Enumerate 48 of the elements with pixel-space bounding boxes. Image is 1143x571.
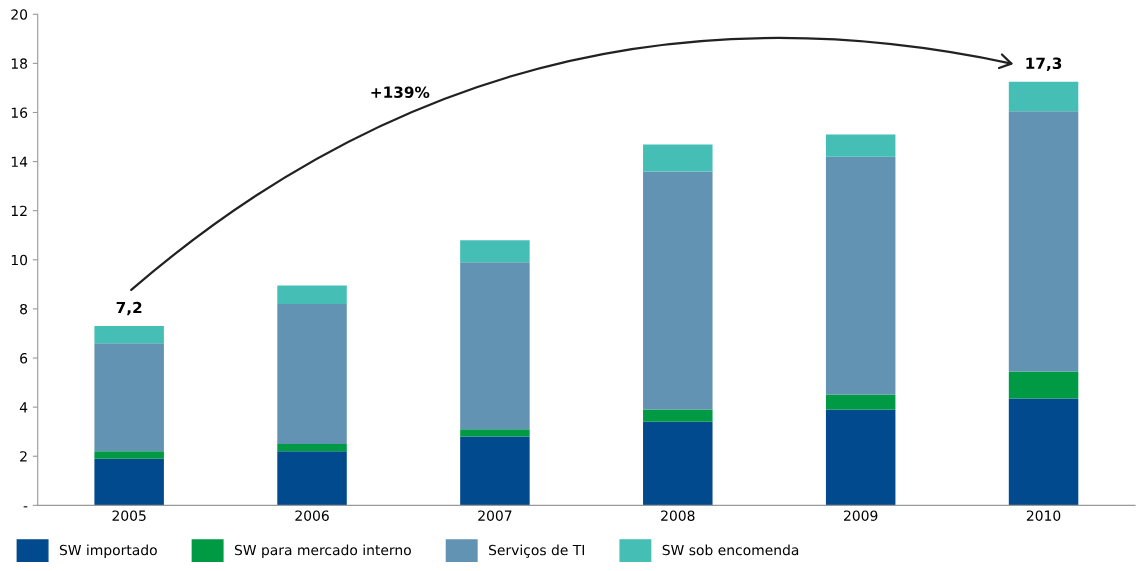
bar xyxy=(460,240,530,263)
x-tick-label: 2009 xyxy=(844,510,878,521)
x-tick-label: 2006 xyxy=(295,510,329,521)
legend-label: SW importado xyxy=(59,544,157,558)
y-tick-label: 4 xyxy=(19,402,28,413)
bar xyxy=(277,285,347,304)
bar xyxy=(643,421,713,506)
bar xyxy=(94,451,164,459)
y-tick-label: 10 xyxy=(11,254,28,266)
bar xyxy=(94,326,164,344)
bar xyxy=(460,429,530,437)
bar xyxy=(277,443,347,452)
y-tick-label: 20 xyxy=(11,9,28,20)
y-tick-label: 8 xyxy=(20,303,28,315)
x-tick-label: 2010 xyxy=(1026,510,1061,521)
bar xyxy=(825,409,896,506)
bar xyxy=(1008,371,1079,399)
annotation: 7,2 xyxy=(116,301,142,316)
bar xyxy=(460,262,530,430)
bar xyxy=(277,451,347,506)
legend-label: SW sob encomenda xyxy=(662,544,799,556)
y-tick-label: 12 xyxy=(11,205,27,216)
bar xyxy=(94,343,164,452)
y-tick-label: - xyxy=(23,506,28,508)
x-tick-label: 2008 xyxy=(661,510,695,521)
bar xyxy=(1008,111,1079,372)
y-tick-label: 6 xyxy=(20,352,28,364)
bar xyxy=(94,458,164,506)
annotation: 17,3 xyxy=(1026,57,1062,71)
y-tick-label: 16 xyxy=(11,107,28,118)
bar xyxy=(1008,81,1079,112)
legend-label: Serviços de TI xyxy=(489,544,585,558)
bar xyxy=(277,304,347,444)
bar xyxy=(825,156,896,395)
bar xyxy=(825,134,896,157)
bar xyxy=(643,144,713,172)
bar xyxy=(1008,398,1079,506)
y-tick-label: 14 xyxy=(11,156,28,167)
bar xyxy=(643,171,713,410)
y-tick-label: 18 xyxy=(11,58,28,69)
annotation: +139% xyxy=(371,86,430,98)
legend-label: SW para mercado interno xyxy=(234,544,411,558)
bar xyxy=(643,409,713,422)
x-tick-label: 2005 xyxy=(112,510,146,521)
bar xyxy=(825,394,896,410)
y-tick-label: 2 xyxy=(20,451,27,462)
x-tick-label: 2007 xyxy=(478,510,512,521)
bar xyxy=(460,436,530,506)
